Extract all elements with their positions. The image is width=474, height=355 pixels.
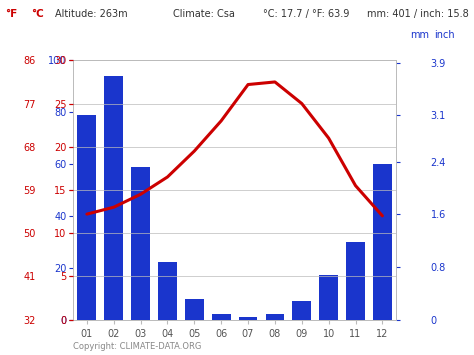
Bar [104,76,123,320]
Text: inch: inch [434,30,455,40]
Bar [292,301,311,320]
Bar [77,115,96,320]
Text: mm: mm [410,30,429,40]
Bar [319,275,338,320]
Bar [238,317,257,320]
Text: Altitude: 263m: Altitude: 263m [55,9,127,19]
Text: Climate: Csa: Climate: Csa [173,9,235,19]
Bar [346,242,365,320]
Text: Copyright: CLIMATE-DATA.ORG: Copyright: CLIMATE-DATA.ORG [73,343,202,351]
Bar [185,299,204,320]
Bar [158,262,177,320]
Text: °C: °C [31,9,44,19]
Text: °C: 17.7 / °F: 63.9: °C: 17.7 / °F: 63.9 [263,9,349,19]
Bar [373,164,392,320]
Bar [131,166,150,320]
Text: mm: 401 / inch: 15.8: mm: 401 / inch: 15.8 [367,9,469,19]
Text: °F: °F [5,9,17,19]
Bar [265,314,284,320]
Bar [212,314,230,320]
